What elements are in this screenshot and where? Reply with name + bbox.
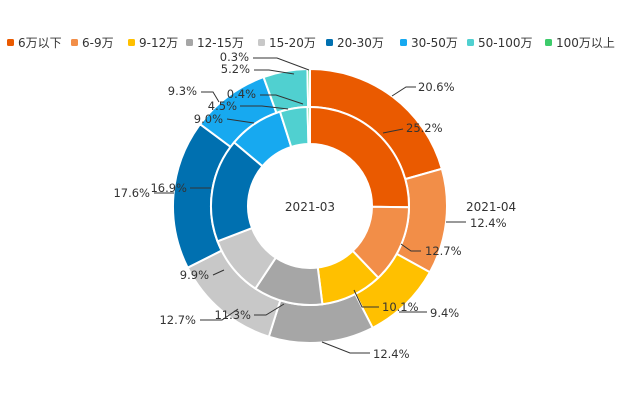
data-label: 20.6% [418,80,455,94]
data-label: 12.7% [159,313,196,327]
legend: 6万以下 6-9万 9-12万 12-15万 15-20万 20-30万 30-50万 50-… [7,36,615,50]
legend-label: 6-9万 [82,36,114,50]
legend-swatch [400,39,407,46]
leader-line [254,69,295,75]
legend-swatch [467,39,474,46]
data-label: 25.2% [406,121,443,135]
legend-label: 9-12万 [139,36,178,50]
leader-line [254,303,285,316]
slice-outer[interactable] [306,67,311,109]
legend-item[interactable]: 6万以下 [7,36,62,50]
leader-line [400,243,421,252]
legend-swatch [128,39,135,46]
legend-swatch [186,39,193,46]
legend-item[interactable]: 30-50万 [400,36,458,50]
data-label: 9.9% [180,268,209,282]
slice-inner[interactable] [306,105,311,146]
leader-line [391,86,416,97]
data-label: 12.4% [470,216,507,230]
leader-line [253,57,310,71]
legend-label: 100万以上 [556,36,615,50]
leader-line [260,94,304,105]
data-label: 4.5% [208,99,237,113]
data-labels: 20.6% 12.4% 9.4% 12.4% 12.7% 17.6% 9.3% 5.2%0.3… [113,50,506,361]
data-label: 12.7% [425,244,462,258]
leader-line [382,128,404,134]
legend-swatch [258,39,265,46]
legend-label: 50-100万 [478,36,533,50]
data-label: 10.1% [382,300,419,314]
legend-swatch [7,39,14,46]
legend-label: 6万以下 [18,36,62,50]
leader-line [321,341,370,354]
legend-swatch [326,39,333,46]
leader-line [226,118,255,124]
data-label: 12.4% [373,347,410,361]
leader-line [201,91,220,103]
legend-label: 20-30万 [337,36,384,50]
data-label: 0.4% [227,87,256,101]
legend-item[interactable]: 50-100万 [467,36,533,50]
center-label: 2021-03 [285,200,335,214]
leader-line [200,308,239,321]
data-label: 5.2% [221,62,250,76]
legend-swatch [71,39,78,46]
legend-item[interactable]: 12-15万 [186,36,244,50]
inner-ring [210,105,411,306]
data-label: 17.6% [113,186,150,200]
data-label: 9.4% [430,306,459,320]
data-label: 0.3% [220,50,249,64]
outer-series-label: 2021-04 [466,200,516,214]
legend-label: 12-15万 [197,36,244,50]
data-label: 9.0% [194,112,223,126]
legend-item[interactable]: 100万以上 [545,36,615,50]
data-label: 11.3% [214,308,251,322]
data-label: 9.3% [168,84,197,98]
legend-label: 15-20万 [269,36,316,50]
legend-item[interactable]: 15-20万 [258,36,316,50]
leader-line [240,105,289,110]
legend-item[interactable]: 9-12万 [128,36,178,50]
legend-label: 30-50万 [411,36,458,50]
leader-line [212,269,225,276]
data-label: 16.9% [150,181,187,195]
legend-swatch [545,39,552,46]
legend-item[interactable]: 20-30万 [326,36,384,50]
label-leader-lines [154,57,466,354]
leader-line [353,289,379,308]
legend-item[interactable]: 6-9万 [71,36,114,50]
